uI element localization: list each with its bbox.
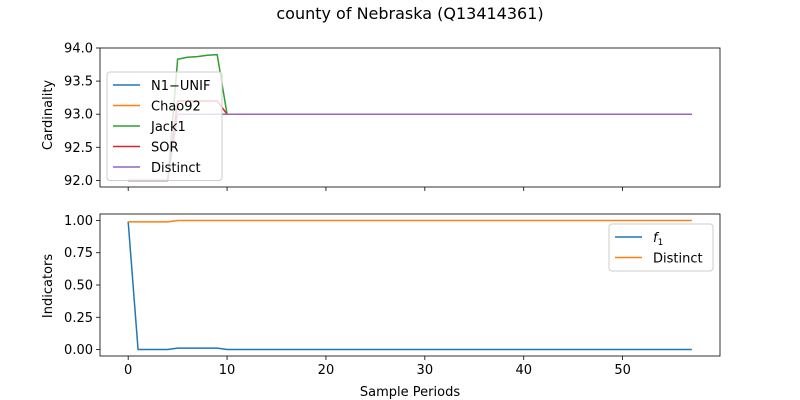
top-legend-label-0: N1−UNIF	[151, 79, 210, 94]
cardinality-panel: 92.0 92.5 93.0 93.5 94.0 N1−UNIF Chao92 Jack1 SO…	[64, 42, 721, 191]
top-legend-label-3: SOR	[151, 141, 179, 156]
bottom-series-line-1	[128, 219, 692, 223]
bottom-y-tick-label: 0.00	[64, 343, 93, 358]
bottom-legend-box	[608, 223, 714, 272]
bottom-y-tick-label: 1.00	[64, 214, 93, 229]
top-y-tick-label: 92.5	[64, 141, 93, 156]
bottom-legend-label-1: Distinct	[653, 252, 703, 267]
top-y-tick-label: 92.0	[64, 174, 93, 189]
bottom-x-tick-label: 30	[417, 363, 434, 378]
bottom-x-tick-label: 40	[515, 363, 532, 378]
top-axes-frame	[99, 47, 721, 188]
top-legend: N1−UNIF Chao92 Jack1 SOR Distinct	[106, 71, 223, 181]
bottom-x-tick-label: 20	[318, 363, 335, 378]
top-legend-label-2: Jack1	[150, 120, 186, 135]
top-legend-box	[106, 71, 223, 181]
bottom-x-tick-label: 10	[219, 363, 236, 378]
top-y-tick-label: 93.5	[64, 75, 93, 90]
x-axis-label: Sample Periods	[360, 385, 460, 400]
bottom-x-tick-label: 0	[124, 363, 132, 378]
bottom-y-axis-label: Indicators	[41, 254, 56, 318]
top-legend-label-4: Distinct	[151, 161, 201, 176]
bottom-legend: f1 Distinct	[608, 223, 714, 272]
bottom-y-tick-label: 0.25	[64, 311, 93, 326]
bottom-y-tick-label: 0.75	[64, 246, 93, 261]
top-legend-label-1: Chao92	[151, 100, 201, 115]
figure-title: county of Nebraska (Q13414361)	[276, 4, 543, 23]
bottom-legend-label-0: f1	[653, 231, 663, 248]
bottom-series-line-0	[127, 221, 692, 351]
bottom-x-tick-label: 50	[614, 363, 631, 378]
top-y-tick-label: 93.0	[64, 108, 93, 123]
top-y-tick-label: 94.0	[64, 42, 93, 57]
indicators-panel: 0.00 0.25 0.50 0.75 1.00 0 10 20 30 40 50 f1 Distinc…	[64, 213, 721, 378]
top-y-axis-label: Cardinality	[41, 80, 56, 151]
bottom-y-tick-label: 0.50	[64, 279, 93, 294]
